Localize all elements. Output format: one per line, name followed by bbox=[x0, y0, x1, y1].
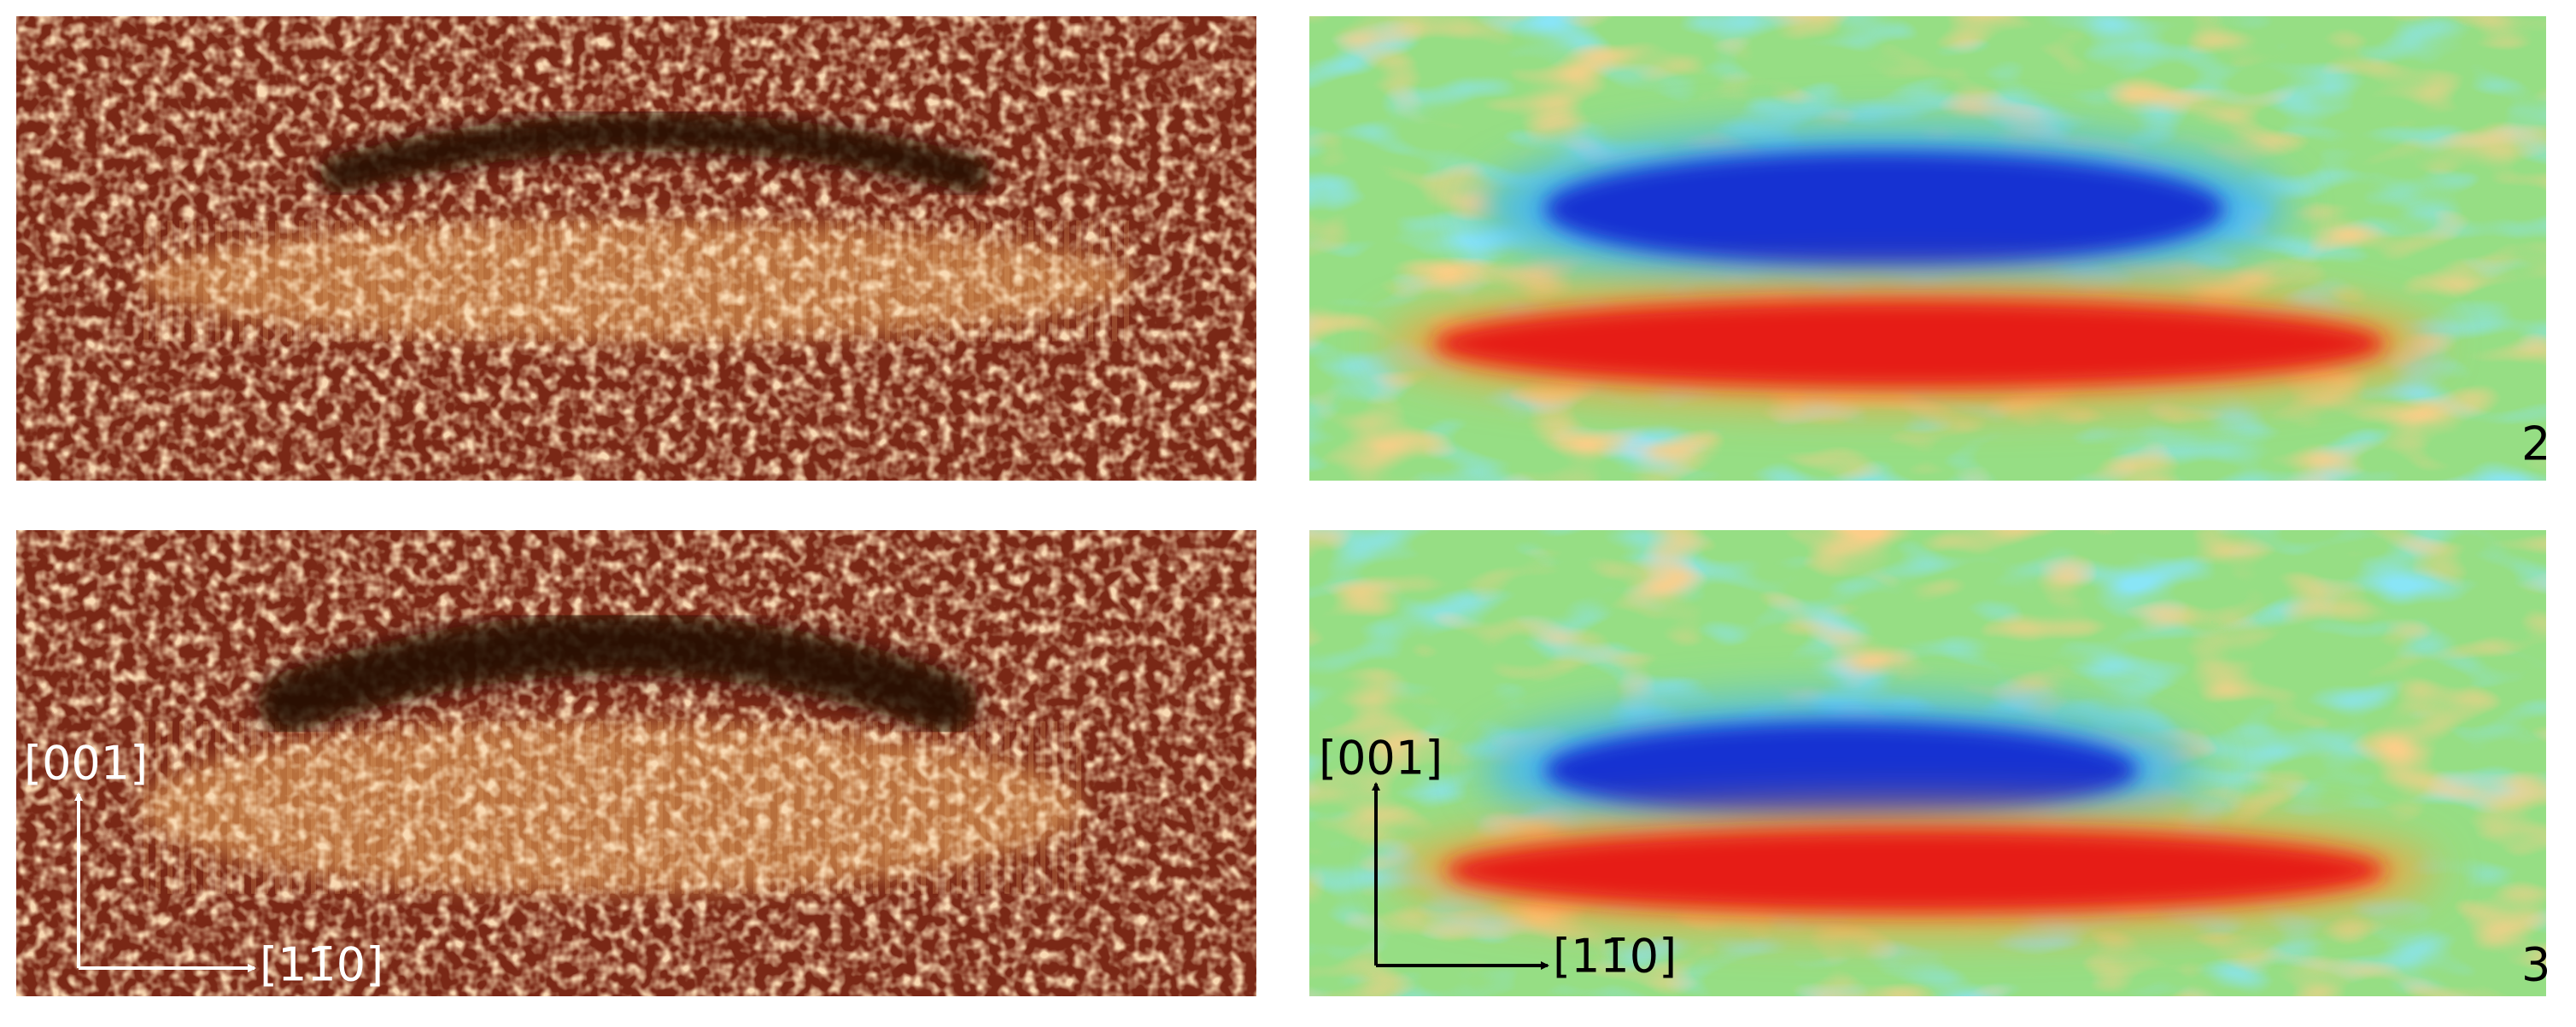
red-region bbox=[1432, 299, 2386, 388]
axis-label-horizontal: [11̄0] bbox=[1553, 930, 1677, 983]
dark-arc bbox=[319, 113, 991, 194]
panel-number: 3 bbox=[2521, 938, 2550, 992]
axis-arrows-left: [001] [11̄0] bbox=[24, 737, 383, 992]
blue-region bbox=[1544, 150, 2225, 267]
image-grain bbox=[16, 530, 1256, 996]
panels bbox=[16, 16, 2546, 996]
blue-region bbox=[1544, 721, 2139, 820]
dark-arc bbox=[258, 613, 978, 734]
image-grain bbox=[16, 16, 1256, 481]
axis-arrows-right: [001] [11̄0] bbox=[1319, 732, 1677, 983]
axis-label-vertical: [001] bbox=[24, 737, 148, 791]
panel-number: 2 bbox=[2521, 417, 2550, 471]
panel bbox=[16, 530, 1256, 996]
axis-label-vertical: [001] bbox=[1319, 732, 1443, 785]
panel bbox=[16, 16, 1256, 481]
red-region bbox=[1445, 828, 2386, 913]
axis-label-horizontal: [11̄0] bbox=[260, 938, 383, 992]
panel bbox=[1309, 530, 2546, 996]
panel bbox=[1309, 16, 2546, 481]
